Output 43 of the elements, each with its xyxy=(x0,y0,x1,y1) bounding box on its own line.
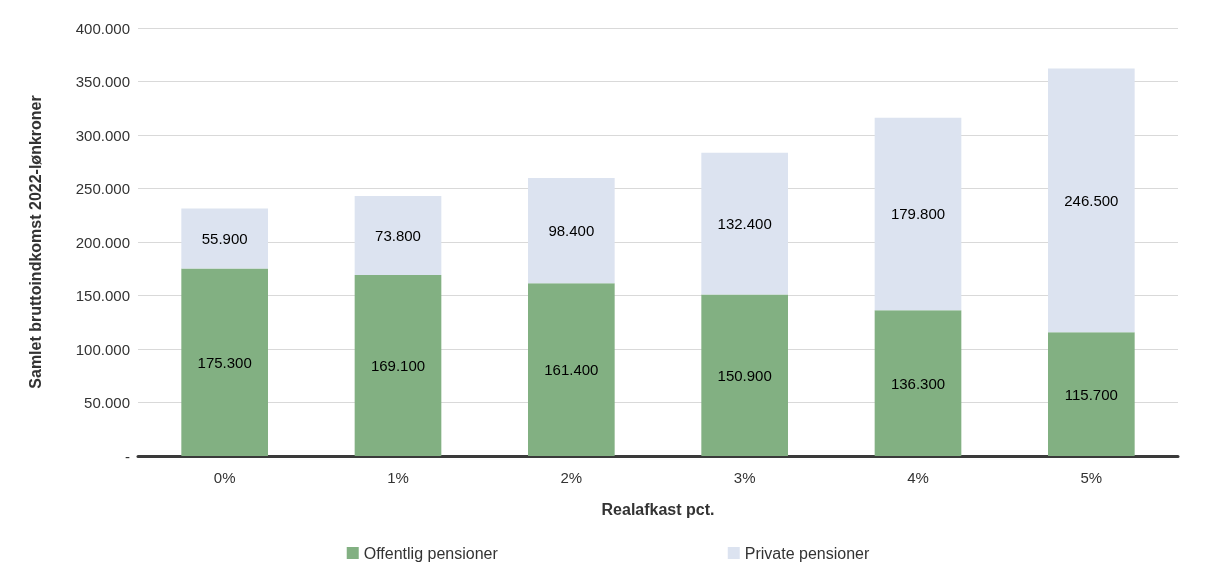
y-tick-label: 350.000 xyxy=(75,73,130,90)
bar xyxy=(701,294,788,456)
legend-label: Offentlig pensioner xyxy=(363,544,499,562)
x-tick-label: 3% xyxy=(733,469,756,486)
data-label: 73.800 xyxy=(375,227,421,245)
legend-label: Private pensioner xyxy=(744,544,870,562)
y-axis-title: Samlet bruttoindkomst 2022-lønkroner xyxy=(26,95,44,389)
data-label: 175.300 xyxy=(197,353,252,371)
y-tick-label: 400.000 xyxy=(75,19,130,37)
data-label: 169.100 xyxy=(370,357,426,375)
x-tick-label: 0% xyxy=(213,469,236,486)
data-label: 115.700 xyxy=(1064,385,1118,403)
data-label: 55.900 xyxy=(201,230,248,248)
bar xyxy=(354,275,442,456)
data-label: 246.500 xyxy=(1064,191,1119,209)
y-tick-label: 150.000 xyxy=(75,287,130,304)
x-tick-label: 5% xyxy=(1080,469,1103,486)
bar xyxy=(181,268,268,456)
data-label: 136.300 xyxy=(890,374,946,392)
bar xyxy=(528,178,615,284)
data-label: 150.900 xyxy=(717,366,772,384)
y-tick-label: 250.000 xyxy=(75,180,130,197)
bar xyxy=(1048,332,1135,456)
bar xyxy=(1048,68,1135,333)
y-tick-label: - xyxy=(125,447,130,465)
data-label: 98.400 xyxy=(548,222,595,240)
x-axis-title: Realafkast pct. xyxy=(601,500,715,518)
data-label: 179.800 xyxy=(890,205,946,223)
x-tick-label: 2% xyxy=(560,469,583,486)
data-label: 132.400 xyxy=(717,215,772,233)
bar xyxy=(701,152,788,295)
x-tick-label: 1% xyxy=(387,469,409,486)
bar xyxy=(874,117,962,311)
bar xyxy=(181,208,268,269)
bar xyxy=(354,196,442,276)
y-tick-label: 200.000 xyxy=(75,233,130,251)
bar xyxy=(528,283,615,456)
y-tick-label: 50.000 xyxy=(84,394,130,411)
data-label: 161.400 xyxy=(544,361,599,379)
y-tick-label: 100.000 xyxy=(75,340,130,358)
x-tick-label: 4% xyxy=(907,469,929,486)
bar xyxy=(874,310,962,456)
y-tick-label: 300.000 xyxy=(75,126,130,144)
